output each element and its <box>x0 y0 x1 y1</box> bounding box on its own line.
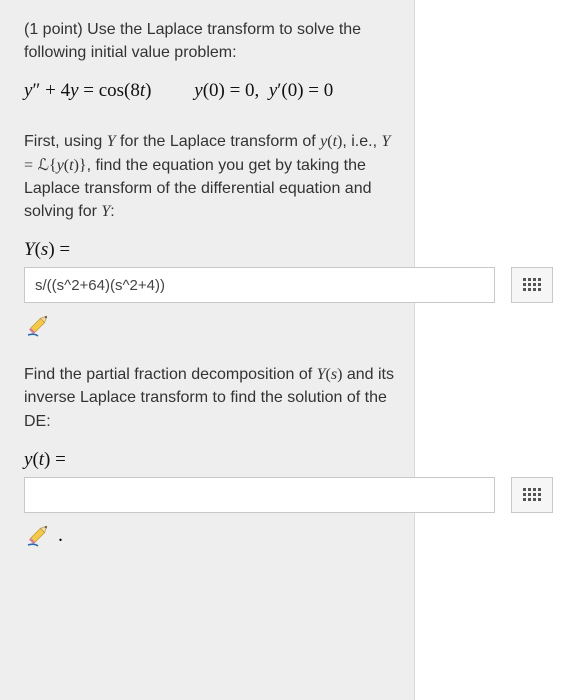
part1-answer-input[interactable] <box>24 267 495 303</box>
part2-text: Find the partial fraction decomposition … <box>24 363 400 433</box>
points-label: (1 point) <box>24 21 87 38</box>
problem-intro: (1 point) Use the Laplace transform to s… <box>24 18 400 64</box>
grid-icon <box>523 278 541 292</box>
formula-palette-button-2[interactable] <box>511 477 553 513</box>
part1-input-row <box>24 267 553 303</box>
ode-equation: y″ + 4y = cos(8t) y(0) = 0, y′(0) = 0 <box>24 80 400 102</box>
part1-label: Y(s) = <box>24 239 400 261</box>
trailing-period: . <box>58 525 63 545</box>
formula-palette-button[interactable] <box>511 267 553 303</box>
side-panel <box>415 0 577 700</box>
part2-input-row <box>24 477 553 513</box>
part2-answer-input[interactable] <box>24 477 495 513</box>
part1-text: First, using Y for the Laplace transform… <box>24 130 400 223</box>
edit-icon-2-row: . <box>24 513 400 549</box>
grid-icon <box>523 488 541 502</box>
pencil-icon <box>24 309 54 339</box>
part2-label: y(t) = <box>24 449 400 471</box>
edit-icon-1[interactable] <box>24 309 54 339</box>
problem-panel: (1 point) Use the Laplace transform to s… <box>0 0 415 700</box>
page-root: (1 point) Use the Laplace transform to s… <box>0 0 577 700</box>
edit-icon-2[interactable] <box>24 519 54 549</box>
pencil-icon <box>24 519 54 549</box>
